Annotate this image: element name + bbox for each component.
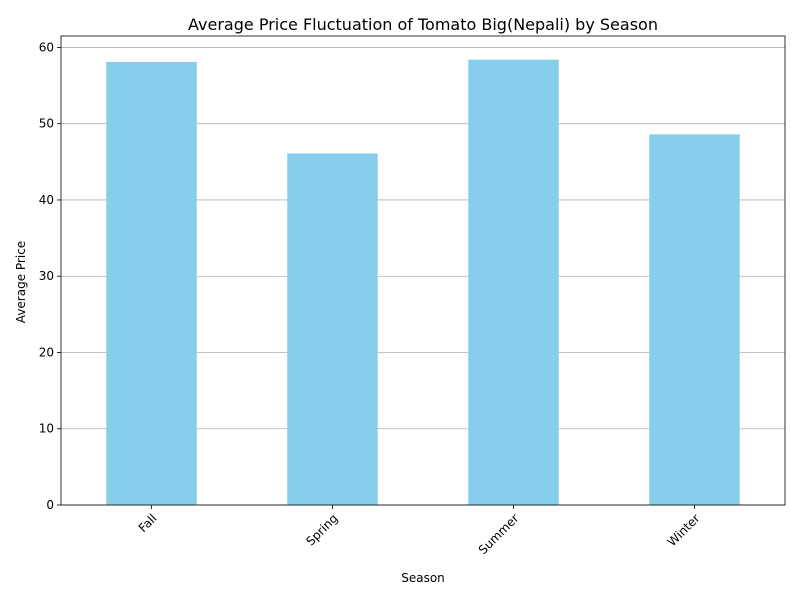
y-tick-label: 40 bbox=[39, 193, 54, 207]
bar-spring bbox=[287, 153, 378, 505]
x-axis-label: Season bbox=[401, 571, 445, 585]
bar-summer bbox=[468, 59, 559, 505]
y-tick-label: 10 bbox=[39, 422, 54, 436]
bars bbox=[106, 59, 740, 505]
chart-title: Average Price Fluctuation of Tomato Big(… bbox=[188, 15, 658, 34]
y-axis-ticks: 0 10 20 30 40 50 60 bbox=[39, 40, 61, 512]
x-tick-label: Winter bbox=[665, 511, 703, 549]
bar-fall bbox=[106, 61, 197, 505]
axes bbox=[60, 35, 786, 506]
y-tick-label: 50 bbox=[39, 117, 54, 131]
x-tick-label: Spring bbox=[303, 511, 340, 548]
x-axis-ticks: Fall Spring Summer Winter bbox=[136, 505, 703, 557]
x-tick-label: Fall bbox=[136, 511, 160, 535]
y-tick-label: 0 bbox=[46, 498, 54, 512]
y-tick-label: 60 bbox=[39, 40, 54, 54]
plot-frame bbox=[60, 35, 786, 506]
bar-winter bbox=[649, 134, 740, 505]
x-tick-label: Summer bbox=[476, 511, 522, 557]
y-tick-label: 30 bbox=[39, 269, 54, 283]
y-axis-label: Average Price bbox=[14, 241, 28, 323]
y-tick-label: 20 bbox=[39, 345, 54, 359]
